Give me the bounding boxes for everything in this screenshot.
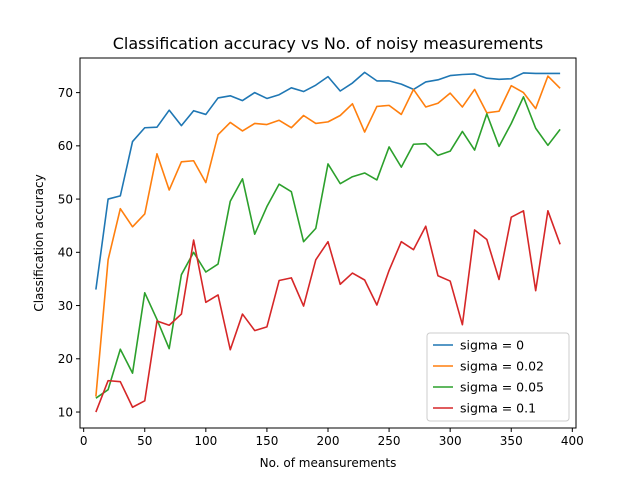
y-axis-label: Classification accuracy	[32, 174, 46, 311]
series-line-3	[95, 209, 561, 413]
y-tick-label: 60	[58, 139, 73, 153]
legend-label-0: sigma = 0	[460, 338, 524, 353]
x-axis: 0 50 100 150 200 250 300 350 400	[80, 428, 584, 448]
y-tick-label: 40	[58, 246, 73, 260]
y-tick-label: 50	[58, 192, 73, 206]
y-tick-label: 20	[58, 352, 73, 366]
x-tick-label: 350	[500, 434, 523, 448]
series-line-2	[95, 96, 561, 399]
legend-label-1: sigma = 0.02	[460, 359, 544, 374]
x-tick-label: 0	[80, 434, 88, 448]
x-tick-label: 250	[378, 434, 401, 448]
y-axis: 10 20 30 40 50 60 70	[58, 86, 80, 419]
x-tick-label: 100	[194, 434, 217, 448]
x-axis-label: No. of meansurements	[260, 456, 397, 470]
y-tick-label: 30	[58, 299, 73, 313]
chart-title: Classification accuracy vs No. of noisy …	[113, 34, 544, 53]
legend-box	[426, 332, 570, 422]
y-tick-label: 10	[58, 405, 73, 419]
series-line-0	[95, 71, 561, 290]
x-tick-label: 150	[255, 434, 278, 448]
x-tick-label: 400	[561, 434, 584, 448]
series-line-1	[95, 75, 561, 397]
x-tick-label: 200	[317, 434, 340, 448]
legend-label-3: sigma = 0.1	[460, 401, 536, 416]
y-tick-label: 70	[58, 86, 73, 100]
x-tick-label: 300	[439, 434, 462, 448]
legend: sigma = 0 sigma = 0.02 sigma = 0.05 sigma =…	[426, 332, 570, 422]
x-tick-label: 50	[137, 434, 152, 448]
legend-label-2: sigma = 0.05	[460, 380, 544, 395]
plot-lines	[95, 71, 561, 413]
